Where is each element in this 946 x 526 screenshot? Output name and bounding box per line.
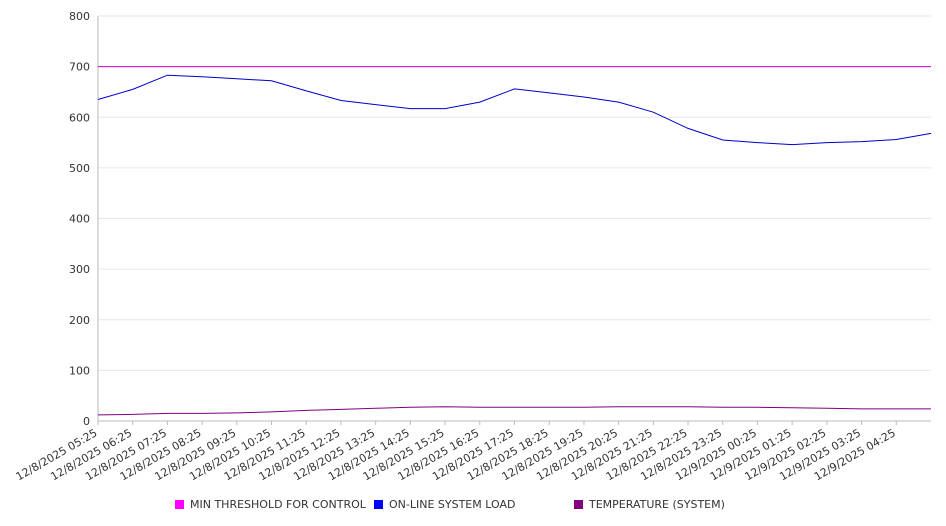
y-tick-label: 400 bbox=[69, 213, 90, 226]
y-tick-label: 100 bbox=[69, 364, 90, 377]
series-line-1 bbox=[97, 74, 932, 146]
series-lines bbox=[97, 66, 932, 416]
y-axis-ticks: 0 100 200 300 400 500 600 700 800 bbox=[69, 10, 90, 428]
legend-label-temperature: TEMPERATURE (SYSTEM) bbox=[589, 498, 725, 511]
y-tick-label: 200 bbox=[69, 314, 90, 327]
legend-item-min-threshold: MIN THRESHOLD FOR CONTROL bbox=[175, 498, 366, 511]
legend-swatch-system-load bbox=[374, 500, 383, 509]
y-tick-label: 300 bbox=[69, 263, 90, 276]
legend-label-min-threshold: MIN THRESHOLD FOR CONTROL bbox=[190, 498, 366, 511]
legend-item-temperature: TEMPERATURE (SYSTEM) bbox=[574, 498, 725, 511]
series-line-2 bbox=[97, 406, 931, 416]
y-tick-label: 600 bbox=[69, 111, 90, 124]
legend-item-system-load: ON-LINE SYSTEM LOAD bbox=[374, 498, 515, 511]
grid-lines bbox=[98, 15, 931, 422]
y-tick-label: 700 bbox=[69, 61, 90, 74]
legend-swatch-temperature bbox=[574, 500, 583, 509]
legend-swatch-min-threshold bbox=[175, 500, 184, 509]
y-tick-label: 800 bbox=[69, 10, 90, 23]
y-tick-label: 0 bbox=[83, 415, 90, 428]
legend-label-system-load: ON-LINE SYSTEM LOAD bbox=[389, 498, 516, 511]
y-tick-label: 500 bbox=[69, 162, 90, 175]
